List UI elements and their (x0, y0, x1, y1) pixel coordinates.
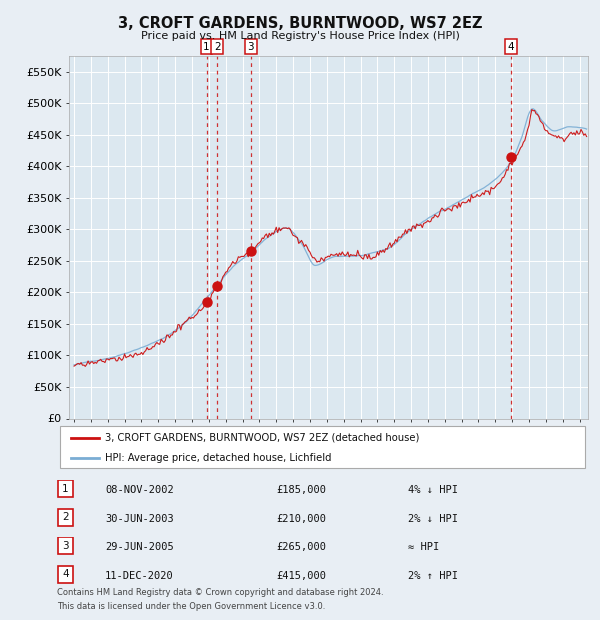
Text: ≈ HPI: ≈ HPI (408, 542, 439, 552)
Text: 3, CROFT GARDENS, BURNTWOOD, WS7 2EZ (detached house): 3, CROFT GARDENS, BURNTWOOD, WS7 2EZ (de… (104, 433, 419, 443)
Text: 4% ↓ HPI: 4% ↓ HPI (408, 485, 458, 495)
Text: 2% ↓ HPI: 2% ↓ HPI (408, 513, 458, 523)
Text: Contains HM Land Registry data © Crown copyright and database right 2024.: Contains HM Land Registry data © Crown c… (57, 588, 383, 598)
Text: £210,000: £210,000 (276, 513, 326, 523)
Text: 11-DEC-2020: 11-DEC-2020 (105, 570, 174, 580)
FancyBboxPatch shape (58, 480, 73, 497)
Text: 4: 4 (62, 569, 69, 579)
Text: Price paid vs. HM Land Registry's House Price Index (HPI): Price paid vs. HM Land Registry's House … (140, 31, 460, 41)
Text: 3, CROFT GARDENS, BURNTWOOD, WS7 2EZ: 3, CROFT GARDENS, BURNTWOOD, WS7 2EZ (118, 16, 482, 30)
FancyBboxPatch shape (58, 509, 73, 526)
Text: £415,000: £415,000 (276, 570, 326, 580)
Text: 3: 3 (248, 42, 254, 51)
Text: 1: 1 (62, 484, 69, 494)
Text: £265,000: £265,000 (276, 542, 326, 552)
Text: 08-NOV-2002: 08-NOV-2002 (105, 485, 174, 495)
FancyBboxPatch shape (60, 426, 585, 468)
Text: 2: 2 (214, 42, 220, 51)
Text: £185,000: £185,000 (276, 485, 326, 495)
Text: 30-JUN-2003: 30-JUN-2003 (105, 513, 174, 523)
Text: 3: 3 (62, 541, 69, 551)
Text: 4: 4 (508, 42, 514, 51)
Text: 2: 2 (62, 512, 69, 522)
FancyBboxPatch shape (58, 566, 73, 583)
Text: 1: 1 (203, 42, 210, 51)
Text: 2% ↑ HPI: 2% ↑ HPI (408, 570, 458, 580)
Text: This data is licensed under the Open Government Licence v3.0.: This data is licensed under the Open Gov… (57, 602, 325, 611)
FancyBboxPatch shape (58, 538, 73, 554)
Text: 29-JUN-2005: 29-JUN-2005 (105, 542, 174, 552)
Text: HPI: Average price, detached house, Lichfield: HPI: Average price, detached house, Lich… (104, 453, 331, 463)
